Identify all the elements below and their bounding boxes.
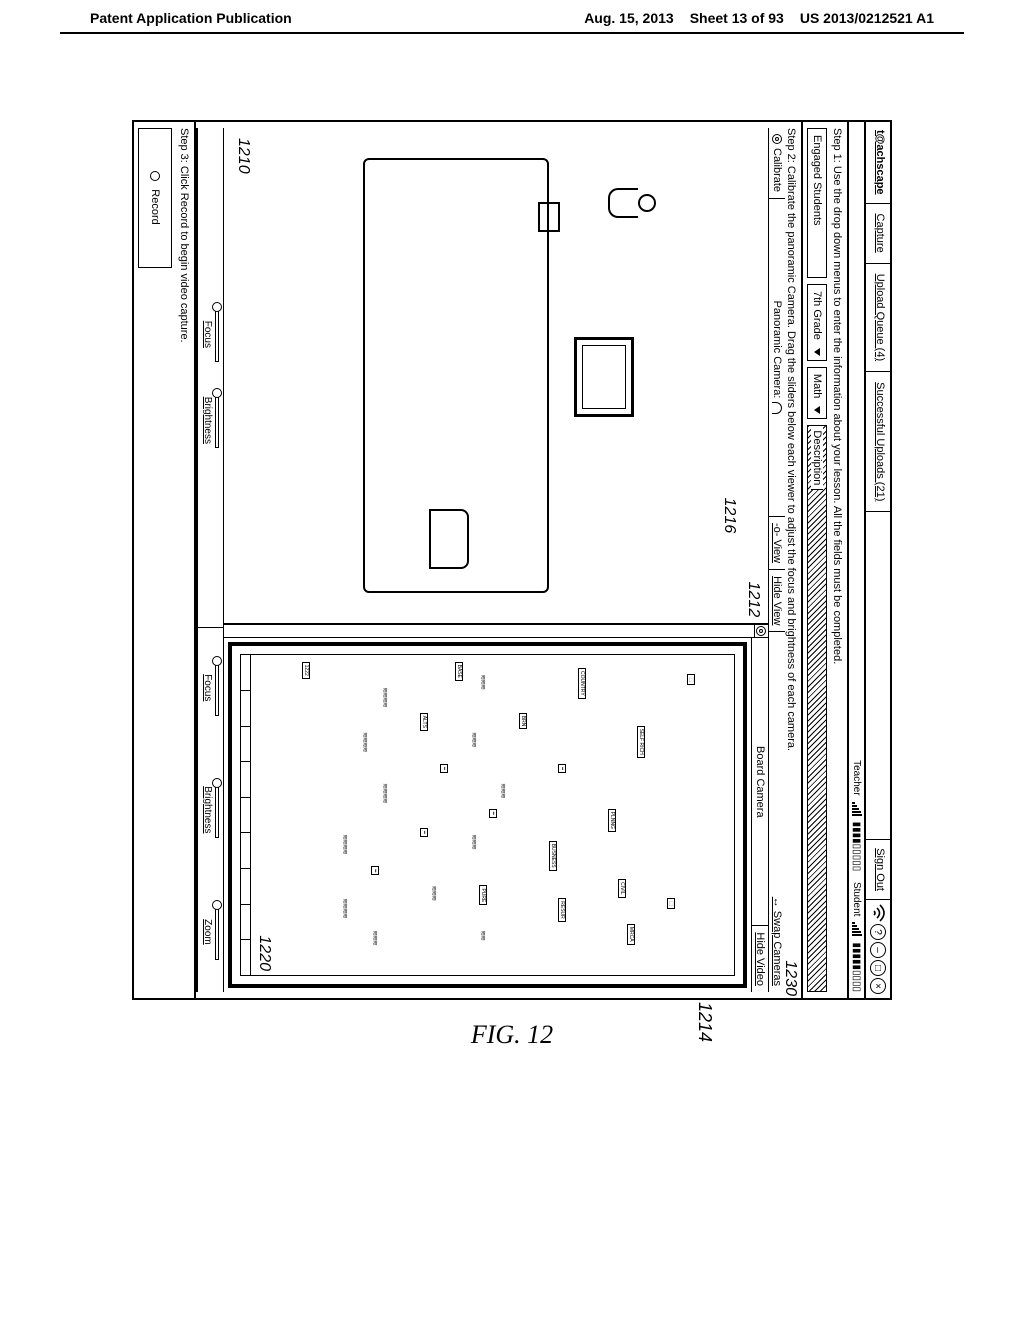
pano-focus-slider[interactable]: Focus	[202, 306, 219, 362]
sign-out-link[interactable]: Sign Out	[866, 839, 890, 900]
record-button[interactable]: Record	[138, 128, 172, 268]
student-signal-icon	[852, 922, 862, 936]
status-bar: Teacher ▮▮▮▮▯▯▯▯▯ Student ▮▮▮▮▮▯▯▯▯	[847, 122, 864, 998]
swap-cameras-link[interactable]: ↔ Swap Cameras	[768, 632, 785, 992]
board-camera-label: Board Camera	[752, 638, 768, 925]
app-window: t@achscape Capture Upload Queue (4) Succ…	[132, 120, 892, 1000]
teacher-label: Teacher	[851, 760, 862, 796]
subject-dropdown[interactable]: Math	[807, 367, 827, 419]
callout-1220: 1220	[255, 935, 273, 971]
step1-text: Step 1: Use the drop down menus to enter…	[831, 128, 843, 992]
view-button[interactable]: -o- View	[769, 516, 785, 569]
classroom-sketch: 1210	[230, 134, 762, 617]
teacher-signal-icon	[852, 802, 862, 816]
close-icon[interactable]: ×	[870, 978, 886, 994]
step2-section: Step 2: Calibrate the panoramic Camera. …	[194, 122, 801, 998]
calibrate-button[interactable]: Calibrate	[769, 128, 785, 199]
camera-body: 1212 1216 1210	[223, 128, 768, 992]
board-brightness-slider[interactable]: Brightness	[202, 782, 219, 838]
pub-sheet: Sheet 13 of 93	[690, 10, 784, 26]
tab-capture[interactable]: Capture	[866, 204, 890, 264]
brand-label: t@achscape	[866, 122, 890, 204]
gear-icon	[772, 134, 782, 144]
top-bar: t@achscape Capture Upload Queue (4) Succ…	[864, 122, 890, 998]
lesson-name-field[interactable]: Engaged Students	[807, 128, 827, 278]
panoramic-view: 1212 1216 1210	[224, 128, 768, 624]
board-zoom-slider[interactable]: Zoom	[202, 904, 219, 960]
student-label: Student	[851, 882, 862, 916]
figure-rotated-wrap: t@achscape Capture Upload Queue (4) Succ…	[132, 120, 892, 1000]
window-icons: ? – □ ×	[866, 900, 890, 998]
step3-text: Step 3: Click Record to begin video capt…	[178, 128, 190, 992]
hide-view-button[interactable]: Hide View	[769, 569, 785, 631]
chevron-down-icon	[814, 348, 820, 356]
maximize-icon[interactable]: □	[870, 960, 886, 976]
page-header: Patent Application Publication Aug. 15, …	[0, 0, 1024, 32]
whiteboard-sketch: ⬚ COUNTRY SELF RICH BASE BRN ━ ALTS ━ PL…	[240, 654, 735, 976]
gear-icon	[757, 626, 767, 636]
pub-number: US 2013/0212521 A1	[800, 10, 934, 26]
board-view: ⬚ COUNTRY SELF RICH BASE BRN ━ ALTS ━ PL…	[228, 642, 747, 988]
refresh-icon[interactable]	[772, 402, 782, 414]
slider-controls: Focus Brightness Focus Brightness Zoom	[196, 128, 223, 992]
panoramic-header: Calibrate Panoramic Camera: -o- View Hid…	[768, 128, 785, 631]
step1-section: Step 1: Use the drop down menus to enter…	[801, 122, 847, 998]
tab-successful-uploads[interactable]: Successful Uploads (21)	[866, 372, 890, 512]
callout-1210: 1210	[234, 138, 252, 174]
grade-dropdown[interactable]: 7th Grade	[807, 284, 827, 361]
step3-section: Step 3: Click Record to begin video capt…	[134, 122, 194, 998]
panoramic-camera-label: Panoramic Camera:	[769, 199, 785, 516]
description-field[interactable]: Description	[807, 425, 827, 992]
help-icon[interactable]: ?	[870, 924, 886, 940]
step2-text: Step 2: Calibrate the panoramic Camera. …	[785, 128, 797, 751]
camera-area: 1214 Calibrate Panoramic Camera: -o- Vie…	[196, 128, 785, 992]
tab-upload-queue[interactable]: Upload Queue (4)	[866, 264, 890, 372]
pano-brightness-slider[interactable]: Brightness	[202, 392, 219, 448]
view-divider[interactable]	[224, 624, 768, 638]
hide-video-button[interactable]: Hide Video	[752, 925, 768, 992]
board-column: Board Camera Hide Video ⬚ COUNTRY SELF R…	[224, 638, 768, 992]
pub-label: Patent Application Publication	[90, 10, 292, 26]
minimize-icon[interactable]: –	[870, 942, 886, 958]
figure-caption: FIG. 12	[0, 1020, 1024, 1050]
header-rule	[60, 32, 964, 34]
chevron-down-icon	[814, 406, 820, 414]
wifi-icon	[871, 904, 885, 922]
record-icon	[150, 171, 160, 181]
pub-date: Aug. 15, 2013	[584, 10, 674, 26]
board-focus-slider[interactable]: Focus	[202, 660, 219, 716]
